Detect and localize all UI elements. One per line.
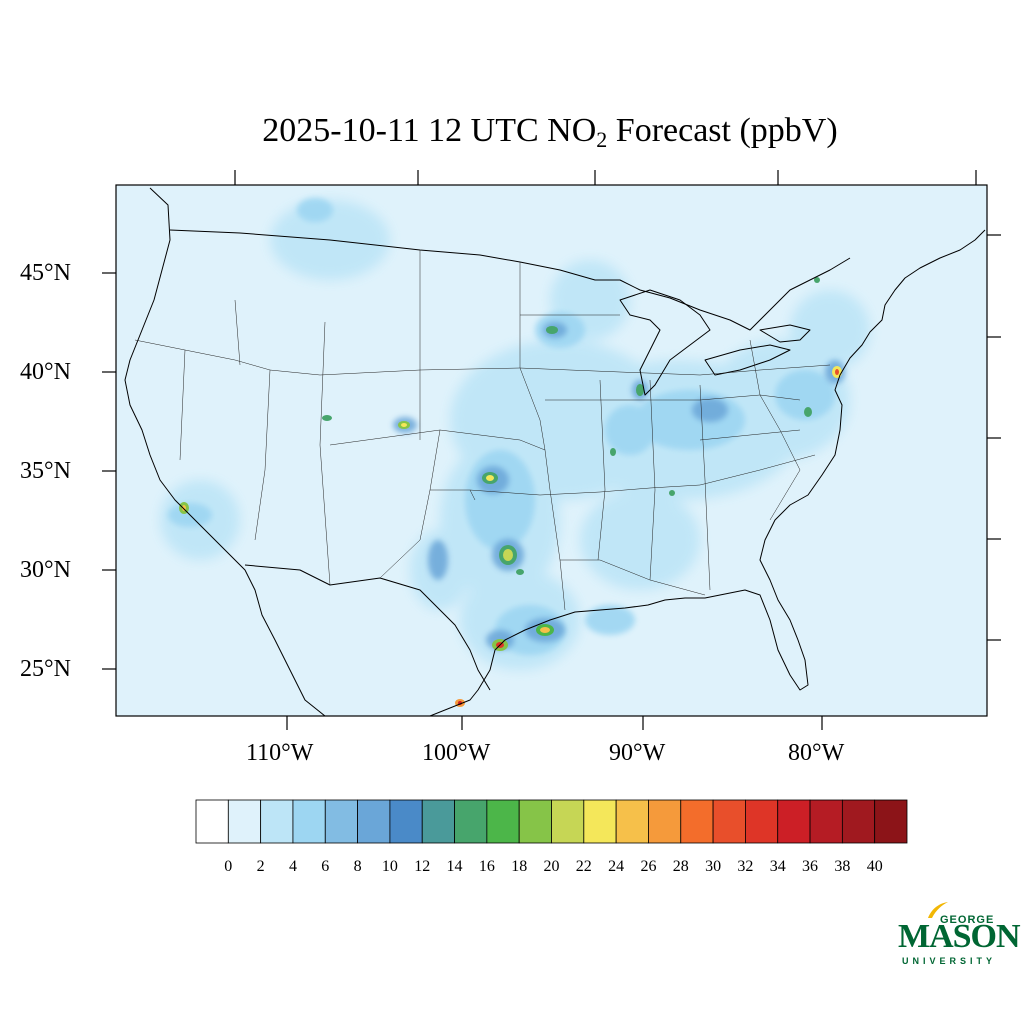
colorbar-swatch	[292, 799, 326, 844]
colorbar-swatch	[583, 799, 617, 844]
colorbar-swatch	[486, 799, 520, 844]
colorbar-tick-label: 36	[802, 858, 818, 875]
hotspot-chicago	[636, 384, 644, 396]
colorbar-tick-label: 10	[381, 858, 398, 875]
lon-label-110: 110°W	[246, 740, 314, 766]
colorbar-tick-label: 34	[769, 858, 786, 875]
colorbar-tick-label: 2	[256, 858, 265, 875]
colorbar-tick-label: 24	[608, 858, 625, 875]
logo-george: GEORGE	[940, 914, 995, 926]
great-lakes	[619, 289, 811, 396]
colorbar-swatch	[195, 799, 229, 844]
no2-hotspots	[179, 277, 842, 707]
hotspot-atlanta	[669, 490, 675, 496]
colorbar-tick-label: 22	[575, 858, 592, 875]
lon-label-100: 100°W	[422, 740, 491, 766]
colorbar-swatch	[357, 799, 391, 844]
hotspot-phoenix	[322, 415, 332, 421]
hotspot-austin	[516, 569, 524, 575]
colorbar-swatch	[551, 799, 585, 844]
colorbar-swatch	[260, 799, 294, 844]
colorbar-swatch	[712, 799, 746, 844]
lon-label-90: 90°W	[609, 740, 666, 766]
colorbar-tick-label: 12	[414, 858, 431, 875]
colorbar-tick-label: 4	[289, 858, 297, 875]
colorbar-swatch	[615, 799, 649, 844]
colorbar-tick-label: 32	[737, 858, 754, 875]
colorbar-swatch	[648, 799, 682, 844]
colorbar-swatch	[745, 799, 779, 844]
colorbar-swatch	[680, 799, 714, 844]
logo-swoosh-icon	[928, 902, 948, 918]
us-outline	[124, 187, 986, 716]
colorbar-swatch	[227, 799, 262, 844]
lon-label-80: 80°W	[788, 740, 845, 766]
state-lines	[134, 250, 831, 611]
lat-label-40: 40°N	[20, 359, 71, 385]
colorbar-tick-label: 14	[446, 858, 463, 875]
colorbar-swatch	[389, 799, 423, 844]
colorbar-swatch	[324, 799, 358, 844]
colorbar-tick-label: 0	[224, 858, 233, 875]
colorbar-swatch	[454, 799, 488, 844]
logo-mason: MASON	[898, 918, 1021, 955]
colorbar-swatch	[841, 799, 876, 844]
colorbar-tick-label: 8	[353, 858, 362, 875]
hotspot-washington	[804, 407, 812, 417]
colorbar-tick-label: 20	[543, 858, 560, 875]
colorbar	[195, 799, 908, 844]
map-panel	[116, 185, 987, 716]
colorbar-swatch	[874, 799, 908, 844]
lat-label-25: 25°N	[20, 656, 71, 682]
colorbar-swatch	[777, 799, 811, 844]
colorbar-tick-label: 26	[640, 858, 657, 875]
lat-label-45: 45°N	[20, 260, 71, 286]
gmu-logo: GEORGE MASON UNIVERSITY	[898, 900, 1021, 970]
logo-university: UNIVERSITY	[902, 956, 997, 966]
map-frame	[115, 184, 988, 717]
lat-label-30: 30°N	[20, 557, 71, 583]
map-title: 2025-10-11 12 UTC NO2 Forecast (ppbV)	[262, 112, 838, 152]
mexico-border	[244, 564, 491, 691]
colorbar-tick-label: 6	[321, 858, 330, 875]
colorbar-tick-label: 18	[511, 858, 528, 875]
colorbar-tick-label: 40	[866, 858, 883, 875]
colorbar-swatch	[421, 799, 455, 844]
hotspot-st-louis	[610, 448, 616, 456]
map-ticks	[102, 170, 1001, 730]
hotspot-minneapolis	[546, 326, 558, 334]
hotspot-montreal	[814, 277, 820, 283]
colorbar-swatch	[809, 799, 843, 844]
lat-label-35: 35°N	[20, 458, 71, 484]
colorbar-tick-label: 38	[834, 858, 851, 875]
colorbar-swatch	[518, 799, 552, 844]
colorbar-tick-label: 28	[672, 858, 689, 875]
colorbar-tick-label: 16	[478, 858, 495, 875]
colorbar-tick-label: 30	[705, 858, 722, 875]
